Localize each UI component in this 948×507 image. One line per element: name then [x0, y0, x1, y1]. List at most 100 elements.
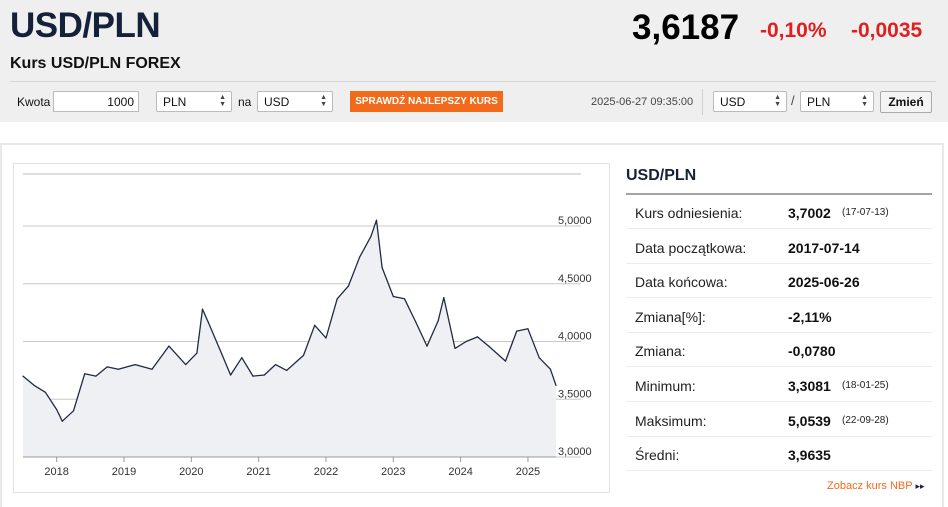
data-point — [375, 219, 378, 221]
data-point — [201, 308, 204, 310]
stat-date: (22-09-28) — [842, 414, 889, 426]
y-tick-label: 5,0000 — [558, 215, 592, 227]
y-tick-label: 4,0000 — [558, 331, 592, 343]
stats-divider — [626, 193, 932, 195]
best-rate-button[interactable]: SPRAWDŹ NAJLEPSZY KURS — [350, 91, 503, 112]
data-point — [72, 410, 75, 412]
y-tick-label: 3,5000 — [558, 388, 592, 400]
to-label: na — [238, 95, 252, 109]
stat-value: 2017-07-14 — [788, 239, 860, 256]
data-point — [488, 345, 490, 347]
data-point — [134, 364, 136, 366]
stat-row: Data końcowa: 2025-06-26 — [626, 264, 932, 299]
data-point — [555, 384, 557, 386]
select-arrows-icon: ▲ ▼ — [219, 94, 226, 108]
quote-timestamp: 2025-06-27 09:35:00 — [591, 96, 694, 108]
data-point — [44, 391, 46, 393]
page-subtitle: Kurs USD/PLN FOREX — [10, 55, 181, 72]
data-point — [370, 235, 372, 237]
data-point — [476, 336, 479, 338]
data-point — [274, 364, 277, 366]
quote-header: USD/PLN Kurs USD/PLN FOREX 3,6187 -0,10%… — [0, 0, 948, 122]
data-point — [538, 357, 540, 359]
data-point — [185, 364, 187, 366]
change-pair-button[interactable]: Zmień — [880, 91, 932, 113]
divider — [702, 89, 703, 115]
data-point — [196, 352, 198, 354]
stat-value: -2,11% — [788, 308, 832, 325]
data-point — [151, 368, 153, 370]
data-point — [437, 320, 439, 322]
price-chart[interactable]: 5,0000 4,5000 4,0000 3,5000 3,0000 2018 2019 20… — [13, 163, 610, 493]
stat-value: 5,0539 — [788, 412, 831, 429]
pair-to-select[interactable]: PLN ▲ ▼ — [800, 91, 874, 112]
pair-separator: / — [791, 93, 795, 108]
stat-label: Kurs odniesienia: — [635, 205, 743, 221]
x-tick-label: 2021 — [246, 466, 270, 478]
pair-from-select[interactable]: USD ▲ ▼ — [713, 91, 787, 112]
stat-row: Maksimum: 5,0539 (22-09-28) — [626, 403, 932, 437]
data-point — [252, 375, 254, 377]
x-tick-label: 2023 — [381, 466, 405, 478]
data-point — [56, 409, 58, 411]
nbp-link-label: Zobacz kurs NBP — [827, 480, 913, 492]
change-absolute: -0,0035 — [851, 19, 923, 42]
x-tick-label: 2018 — [44, 466, 68, 478]
chart-svg: 5,0000 4,5000 4,0000 3,5000 3,0000 2018 2019 20… — [22, 173, 592, 478]
data-point — [504, 360, 507, 362]
series-area — [23, 220, 556, 457]
data-point — [454, 347, 456, 349]
stat-value: 2025-06-26 — [788, 274, 860, 291]
y-tick-label: 4,5000 — [558, 273, 592, 285]
y-tick-label: 3,0000 — [558, 446, 592, 458]
data-point — [61, 420, 63, 422]
data-point — [106, 366, 108, 368]
amount-input[interactable]: 1000 — [53, 91, 139, 112]
data-point — [415, 321, 417, 323]
stat-value: 3,9635 — [788, 447, 831, 464]
amount-label: Kwota — [17, 95, 51, 109]
select-arrows-icon: ▲ ▼ — [320, 94, 327, 108]
nbp-rate-link[interactable]: Zobacz kurs NBP ▸▸ — [827, 480, 925, 492]
double-chevron-right-icon: ▸▸ — [915, 481, 925, 491]
to-currency-select[interactable]: USD ▲ ▼ — [257, 91, 333, 112]
data-point — [381, 267, 383, 269]
select-arrows-icon: ▲ ▼ — [861, 94, 868, 108]
data-point — [516, 330, 518, 332]
stat-label: Maksimum: — [635, 412, 707, 429]
data-point — [302, 354, 305, 356]
data-point — [426, 345, 428, 347]
data-point — [465, 340, 467, 343]
data-point — [347, 285, 349, 287]
data-point — [403, 298, 406, 300]
data-point — [325, 337, 327, 339]
x-tick-label: 2019 — [112, 466, 136, 478]
change-percent: -0,10% — [760, 19, 827, 42]
select-arrows-icon: ▲ ▼ — [774, 94, 781, 108]
x-tick-label: 2025 — [516, 466, 540, 478]
to-currency-value: USD — [264, 95, 290, 109]
from-currency-select[interactable]: PLN ▲ ▼ — [156, 91, 232, 112]
data-point — [286, 369, 288, 371]
pair-from-value: USD — [720, 95, 746, 109]
data-point — [22, 375, 24, 377]
data-point — [314, 324, 316, 326]
data-point — [443, 297, 445, 299]
stat-label: Data końcowa: — [635, 274, 728, 291]
stats-title: USD/PLN — [626, 167, 697, 184]
x-tick-label: 2022 — [314, 466, 338, 478]
data-point — [336, 298, 338, 300]
x-tick-label: 2024 — [448, 466, 472, 478]
data-point — [263, 374, 265, 376]
stat-row: Zmiana: -0,0780 — [626, 333, 932, 368]
data-point — [95, 375, 97, 377]
pair-title: USD/PLN — [10, 6, 161, 45]
stat-row: Minimum: 3,3081 (18-01-25) — [626, 368, 932, 402]
stat-label: Zmiana: — [635, 343, 686, 360]
from-currency-value: PLN — [163, 95, 187, 109]
stat-label: Minimum: — [635, 378, 696, 394]
stat-row: Zmiana[%]: -2,11% — [626, 299, 932, 333]
stat-label: Data początkowa: — [635, 239, 747, 256]
x-tick-label: 2020 — [179, 466, 203, 478]
data-point — [549, 368, 552, 370]
